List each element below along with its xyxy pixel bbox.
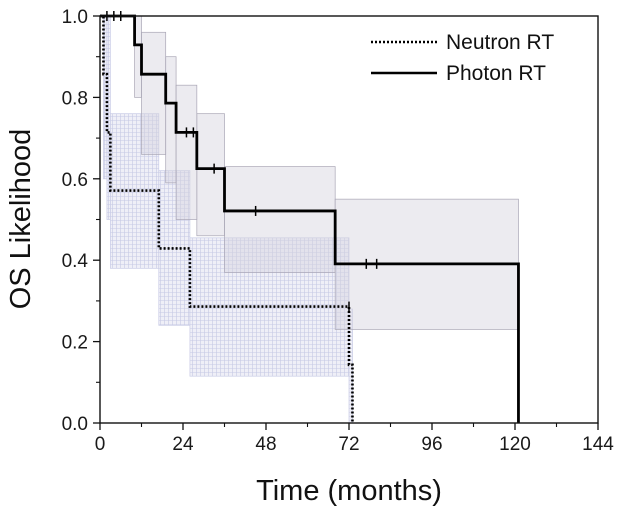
y-tick-label: 0.0: [62, 414, 88, 435]
survival-curves: [100, 14, 520, 423]
y-tick-label: 0.4: [62, 251, 89, 272]
x-tick-label: 48: [255, 434, 276, 455]
y-tick-label: 0.6: [62, 170, 88, 191]
photon-ci-band: [165, 56, 177, 184]
y-tick-label: 1.0: [62, 7, 88, 28]
y-tick-label: 0.8: [62, 88, 88, 109]
legend: Neutron RT Photon RT: [371, 31, 554, 85]
y-axis: 0.0 0.2 0.4 0.6 0.8 1.0: [62, 7, 100, 435]
photon-survival-line: [100, 14, 520, 423]
neutron-survival-line: [100, 14, 354, 423]
x-tick-label: 144: [582, 434, 614, 455]
x-tick-label: 96: [421, 434, 442, 455]
y-axis-title: OS Likelihood: [5, 129, 37, 310]
photon-ci-band: [224, 166, 336, 273]
x-axis: 0 24 48 72 96 120 144: [95, 423, 614, 455]
photon-ci-band: [175, 84, 198, 220]
x-tick-label: 24: [172, 434, 194, 455]
legend-label-photon: Photon RT: [446, 62, 546, 85]
photon-ci-band: [196, 113, 225, 237]
x-tick-label: 72: [338, 434, 359, 455]
x-tick-label: 0: [95, 434, 106, 455]
x-axis-title: Time (months): [256, 475, 442, 507]
y-tick-label: 0.2: [62, 333, 88, 354]
x-tick-label: 120: [499, 434, 531, 455]
photon-ci-band: [141, 31, 167, 155]
legend-label-neutron: Neutron RT: [446, 31, 554, 54]
